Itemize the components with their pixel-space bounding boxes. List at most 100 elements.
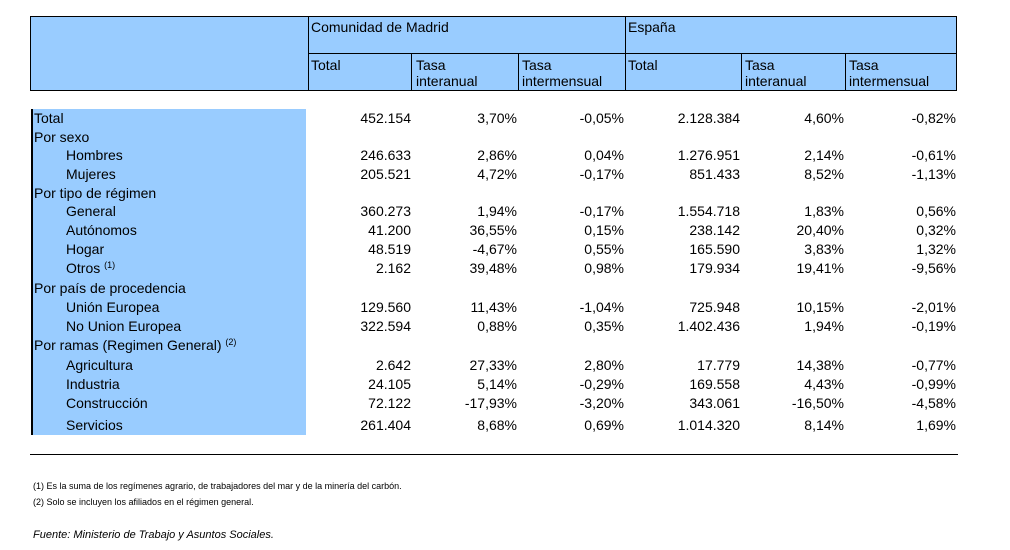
table-cell: -2,01% <box>911 299 956 315</box>
table-cell: 1.276.951 <box>677 147 740 163</box>
table-cell: -0,99% <box>911 376 956 392</box>
table-cell: -0,05% <box>579 110 624 126</box>
table-cell: 20,40% <box>796 222 844 238</box>
table-cell: -0,61% <box>911 147 956 163</box>
table-row: Autónomos 41.200 36,55% 0,15% 238.142 20,40% 0… <box>0 221 1010 240</box>
table-cell: 8,14% <box>804 417 844 433</box>
row-label-text: Agricultura <box>66 357 133 373</box>
header-divider <box>845 53 846 90</box>
table-cell: 0,69% <box>584 417 624 433</box>
table-cell: 322.594 <box>360 318 411 334</box>
table-row: Otros (1) 2.162 39,48% 0,98% 179.934 19,41% -9… <box>0 259 1010 278</box>
row-label-text: Por ramas (Regimen General) <box>34 337 222 353</box>
table-cell: -4,58% <box>911 395 956 411</box>
table-cell: -9,56% <box>911 260 956 276</box>
row-label-text: Hogar <box>66 241 105 257</box>
table-cell: 14,38% <box>796 357 844 373</box>
header-col-total-madrid: Total <box>311 57 341 73</box>
table-row: Por país de procedencia <box>0 279 1010 298</box>
row-label-text: Hombres <box>66 147 123 163</box>
row-labels-panel <box>31 109 306 435</box>
table-cell: -4,67% <box>472 241 517 257</box>
table-cell: 129.560 <box>360 299 411 315</box>
table-cell: 1.554.718 <box>677 203 740 219</box>
header-group-espana: España <box>628 19 676 35</box>
table-cell: -0,82% <box>911 110 956 126</box>
table-cell: 1.014.320 <box>677 417 740 433</box>
row-label: General <box>66 202 116 221</box>
row-label: Industria <box>66 375 120 394</box>
table-cell: -17,93% <box>464 395 517 411</box>
header-col-interanual-espana: Tasa interanual <box>745 57 807 89</box>
table-cell: 4,72% <box>477 166 517 182</box>
row-label-text: Por tipo de régimen <box>34 185 157 201</box>
table-cell: 3,70% <box>477 110 517 126</box>
table-cell: 48.519 <box>368 241 411 257</box>
table-cell: 2,86% <box>477 147 517 163</box>
table-cell: 2,80% <box>584 357 624 373</box>
table-cell: 0,04% <box>584 147 624 163</box>
row-label: Servicios <box>66 416 123 435</box>
header-col-intermensual-espana: Tasa intermensual <box>849 57 930 89</box>
row-label: Hombres <box>66 146 123 165</box>
table-cell: -0,77% <box>911 357 956 373</box>
table-cell: -16,50% <box>791 395 844 411</box>
row-label-text: No Union Europea <box>66 318 182 334</box>
table-cell: 169.558 <box>689 376 740 392</box>
table-cell: 8,52% <box>804 166 844 182</box>
table-cell: 725.948 <box>689 299 740 315</box>
table-cell: 1,32% <box>916 241 956 257</box>
table-header: Comunidad de Madrid España Total Tasa in… <box>30 16 957 91</box>
table-cell: 0,32% <box>916 222 956 238</box>
table-cell: 0,98% <box>584 260 624 276</box>
table-cell: 72.122 <box>368 395 411 411</box>
row-label-text: Mujeres <box>66 166 116 182</box>
row-label-text: Por país de procedencia <box>34 280 186 296</box>
table-cell: 24.105 <box>368 376 411 392</box>
header-col-total-espana: Total <box>628 57 658 73</box>
header-col-intermensual-madrid: Tasa intermensual <box>522 57 603 89</box>
table-row: Servicios 261.404 8,68% 0,69% 1.014.320 8,14%… <box>0 416 1010 435</box>
table-cell: 1,94% <box>804 318 844 334</box>
table-cell: 343.061 <box>689 395 740 411</box>
table-row: Unión Europea 129.560 11,43% -1,04% 725.948 1… <box>0 298 1010 317</box>
table-row: Hombres 246.633 2,86% 0,04% 1.276.951 2,14% -0… <box>0 146 1010 165</box>
source-note: Fuente: Ministerio de Trabajo y Asuntos … <box>33 529 274 541</box>
header-divider <box>308 53 956 54</box>
table-cell: -3,20% <box>579 395 624 411</box>
table-cell: 1,94% <box>477 203 517 219</box>
row-label-text: Unión Europea <box>66 299 160 315</box>
row-label: Hogar <box>66 240 104 259</box>
footnote-ref: (2) <box>225 337 237 347</box>
table-cell: 5,14% <box>477 376 517 392</box>
table-row: Construcción 72.122 -17,93% -3,20% 343.061 -1… <box>0 394 1010 413</box>
table-cell: 3,83% <box>804 241 844 257</box>
table-cell: 4,60% <box>804 110 844 126</box>
table-cell: 205.521 <box>360 166 411 182</box>
row-label: Por país de procedencia <box>34 279 186 298</box>
row-label: Por ramas (Regimen General) (2) <box>34 336 236 355</box>
footnote-2: (2) Solo se incluyen los afiliados en el… <box>33 497 254 507</box>
table-cell: -0,17% <box>579 203 624 219</box>
row-label: Por tipo de régimen <box>34 184 156 203</box>
table-cell: 851.433 <box>689 166 740 182</box>
table-cell: 4,43% <box>804 376 844 392</box>
header-divider <box>411 53 412 90</box>
table-cell: 1,69% <box>916 417 956 433</box>
row-label: Autónomos <box>66 221 137 240</box>
row-label-text: Construcción <box>66 395 148 411</box>
table-cell: 11,43% <box>470 299 517 315</box>
row-label: Total <box>34 109 64 128</box>
row-label-text: Industria <box>66 376 120 392</box>
table-row: No Union Europea 322.594 0,88% 0,35% 1.402.4… <box>0 317 1010 336</box>
table-cell: 0,56% <box>916 203 956 219</box>
table-cell: 36,55% <box>469 222 517 238</box>
table-cell: 1,83% <box>804 203 844 219</box>
table-cell: 0,35% <box>584 318 624 334</box>
table-cell: 261.404 <box>360 417 411 433</box>
row-label: Agricultura <box>66 356 133 375</box>
table-cell: 2,14% <box>804 147 844 163</box>
table-cell: 238.142 <box>689 222 740 238</box>
table-cell: -0,19% <box>911 318 956 334</box>
row-label: Otros (1) <box>66 259 115 278</box>
